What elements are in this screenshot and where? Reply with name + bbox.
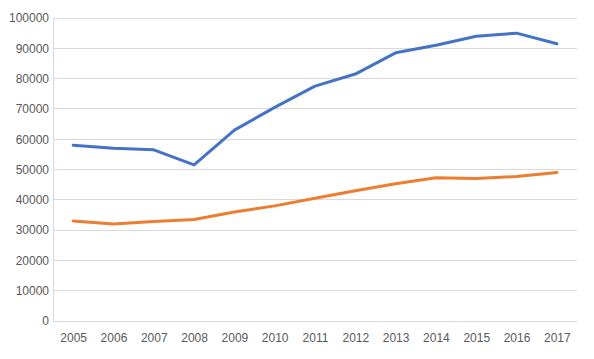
tick: 2011 [303,321,329,345]
tick-label: 2015 [463,331,490,345]
tick-label: 80000 [16,72,50,86]
tick: 20000 [16,254,53,268]
tick: 2016 [504,321,531,345]
tick: 2010 [262,321,289,345]
y-axis: 0 10000 20000 30000 40000 50000 60000 70000 8000… [9,11,54,328]
grid-line [53,139,577,140]
tick-label: 70000 [16,102,50,116]
tick-label: 2014 [423,331,450,345]
tick-label: 2010 [262,331,289,345]
tick-label: 100000 [9,11,49,25]
axis-line [53,19,54,322]
tick: 2009 [222,321,249,345]
tick-label: 2008 [181,331,208,345]
tick-label: 20000 [16,254,50,268]
tick-label: 50000 [16,163,50,177]
tick: 30000 [16,223,53,237]
grid-line [53,230,577,231]
tick-label: 2009 [222,331,249,345]
grid [53,18,577,321]
tick: 0 [42,314,53,328]
x-axis: 2005 2006 2007 2008 2009 2010 2011 2012 2013 2014… [54,321,578,345]
grid-line [53,48,577,49]
tick: 2005 [60,321,87,345]
grid-line [53,169,577,170]
series-line [73,33,557,165]
tick: 2015 [463,321,490,345]
tick: 2017 [544,321,571,345]
tick: 100000 [9,11,53,25]
tick-label: 2017 [544,331,571,345]
tick: 2012 [342,321,369,345]
grid-line [53,18,577,19]
tick: 80000 [16,72,53,86]
series-line [73,173,557,225]
plot-area [73,33,557,224]
tick-label: 0 [42,314,49,328]
grid-line [53,108,577,109]
tick: 10000 [16,284,53,298]
tick-label: 90000 [16,42,50,56]
chart: 0 10000 20000 30000 40000 50000 60000 70000 8000… [0,0,594,359]
axis-line [54,321,578,322]
tick-label: 2007 [141,331,168,345]
tick: 40000 [16,193,53,207]
tick: 2006 [101,321,128,345]
grid-line [53,290,577,291]
tick: 2014 [423,321,450,345]
grid-line [53,78,577,79]
grid-line [53,321,577,322]
tick: 90000 [16,42,53,56]
tick: 50000 [16,163,53,177]
tick-label: 2012 [342,331,369,345]
tick-label: 10000 [16,284,50,298]
tick-label: 2013 [383,331,410,345]
tick-label: 40000 [16,193,50,207]
tick-label: 2006 [101,331,128,345]
tick: 2013 [383,321,410,345]
tick-label: 60000 [16,133,50,147]
tick: 2007 [141,321,168,345]
tick-label: 30000 [16,223,50,237]
tick-label: 2011 [303,331,329,345]
tick: 70000 [16,102,53,116]
grid-line [53,260,577,261]
tick-label: 2016 [504,331,531,345]
tick-label: 2005 [60,331,87,345]
tick: 60000 [16,133,53,147]
tick: 2008 [181,321,208,345]
